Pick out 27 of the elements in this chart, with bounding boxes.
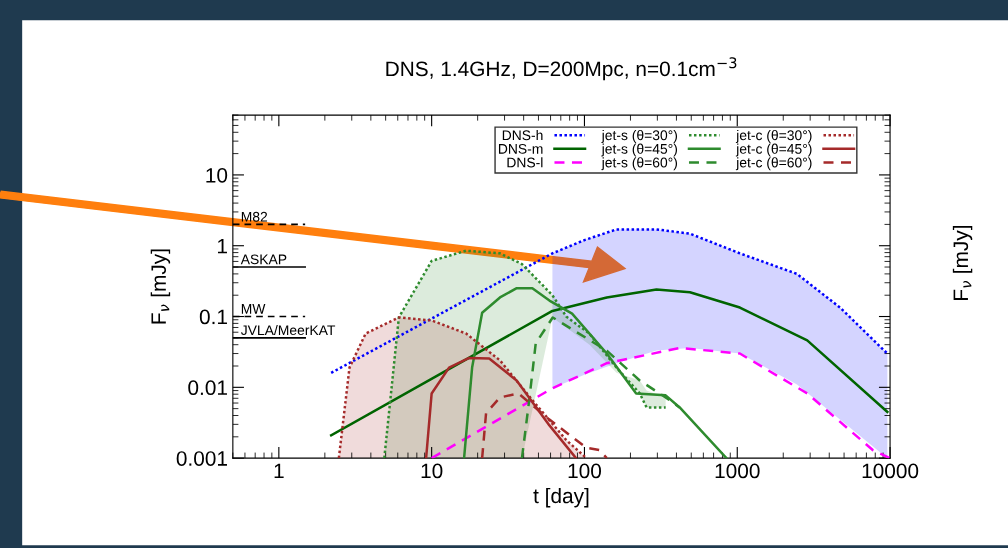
- legend-label: jet-c (θ=30°): [735, 129, 812, 143]
- x-tick-label: 10: [421, 463, 443, 479]
- x-tick-label: 1000: [715, 463, 760, 479]
- ref-line-label: JVLA/MeerKAT: [240, 324, 336, 336]
- y-tick-label: 0.001: [176, 451, 227, 466]
- x-tick-label: 100: [568, 463, 602, 479]
- ref-line-label: M82: [241, 211, 268, 222]
- legend-label: DNS-m: [498, 143, 543, 154]
- y-tick-label: 10: [206, 167, 228, 183]
- y-axis-title: F$_{ν}$ [mJy]: [150, 249, 171, 324]
- text: F$_{ν}$ [mJy]: [952, 225, 973, 300]
- x-axis-title: t [day]: [533, 487, 589, 508]
- y-tick-label: 0.1: [199, 309, 227, 325]
- legend-label: DNS-l: [507, 157, 543, 168]
- y-tick-label: 1: [217, 238, 227, 254]
- x-tick-label: 1: [274, 463, 284, 479]
- y-tick-label: 0.01: [188, 380, 227, 396]
- ref-line-label: MW: [241, 304, 266, 314]
- ref-line-label: ASKAP: [240, 254, 287, 265]
- legend-label: jet-s (θ=30°): [601, 129, 678, 143]
- legend-label: jet-c (θ=60°): [735, 157, 812, 171]
- x-tick-label: 10000: [862, 463, 919, 479]
- legend-label: jet-s (θ=60°): [601, 157, 678, 171]
- legend-label: jet-c (θ=45°): [735, 143, 812, 157]
- chart-title: DNS, 1.4GHz, D=200Mpc, n=0.1cm$^{−3}$: [386, 57, 737, 81]
- legend-label: DNS-h: [502, 129, 543, 141]
- legend-label: jet-s (θ=45°): [601, 143, 678, 157]
